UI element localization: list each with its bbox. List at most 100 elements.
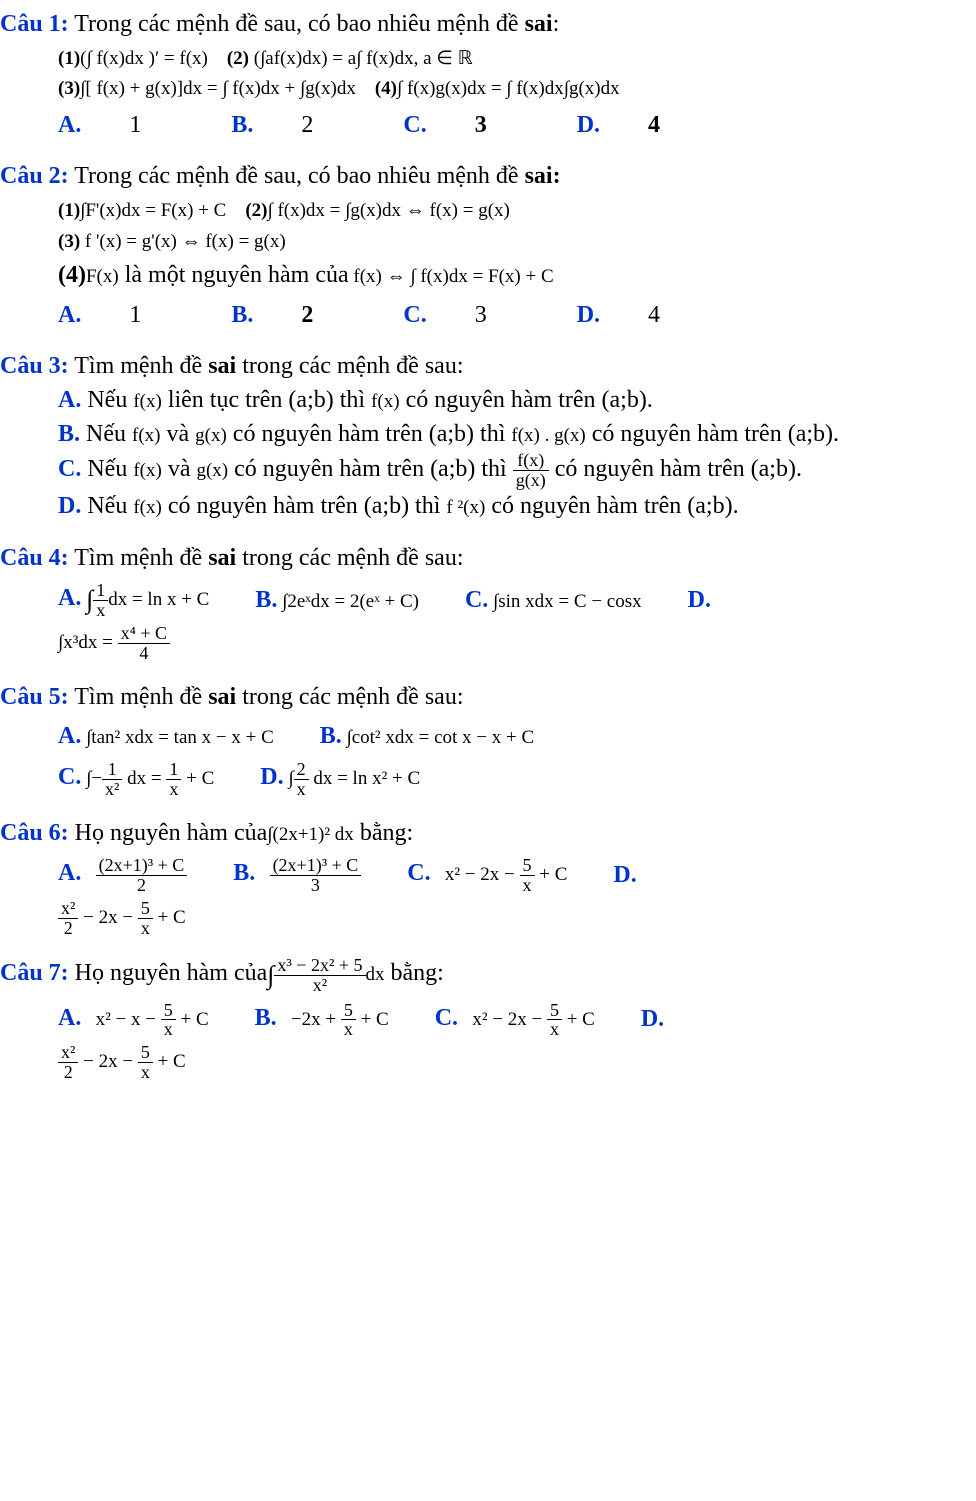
optC-label: C. [407,860,430,886]
optA-label: A. [58,302,81,328]
q3-Cgx: g(x) [196,460,228,481]
q7-D-post: − 2x − [78,1051,137,1072]
q7-B-pre: −2x + [291,1008,341,1029]
q2-optB: 2 [301,302,313,328]
q3-A1: Nếu [81,387,133,413]
question-2: Câu 2: Trong các mệnh đề sau, có bao nhi… [0,160,968,332]
q3-optC: C. Nếu f(x) và g(x) có nguyên hàm trên (… [0,451,968,490]
q6-D-d: 2 [58,919,78,938]
q7-B-fd: x [341,1020,356,1039]
q2-optD: 4 [648,302,660,328]
q6-C-post: + C [535,864,568,885]
q7-stem: Câu 7: Họ nguyên hàm của∫x³ − 2x² + 5x²d… [0,956,968,995]
q7-C-pre: x² − 2x − [472,1008,547,1029]
q1-optC: 3 [475,112,487,138]
q3-C3: có nguyên hàm trên (a;b). [549,456,802,482]
q5-label: Câu 5: [0,684,69,710]
q7-label: Câu 7: [0,960,69,986]
q6-optB: B. (2x+1)³ + C3 [233,856,361,895]
q2-p4pre: là một nguyên hàm của [119,262,349,288]
q7-optD: x²2 − 2x − 5x + C [0,1043,968,1082]
q3-B1: Nếu [80,421,132,447]
q6-B-d: 3 [270,876,362,895]
question-6: Câu 6: Họ nguyên hàm của∫(2x+1)² dx bằng… [0,817,968,938]
q6-label: Câu 6: [0,820,69,846]
q4-optC: C. ∫sin xdx = C − cosx [465,584,642,618]
q7-D-gn: 5 [138,1043,153,1063]
q1-stem: Câu 1: Trong các mệnh đề sau, có bao nhi… [0,8,968,42]
q7-A-post: + C [176,1008,209,1029]
question-3: Câu 3: Tìm mệnh đề sai trong các mệnh đề… [0,350,968,523]
q4-options: A. ∫1xdx = ln x + C B. ∫2eˣdx = 2(eˣ + C… [0,581,968,620]
q3-Dfx: f(x) [133,497,161,518]
q5-row2: C. ∫−1x² dx = 1x + C D. ∫2x dx = ln x² +… [0,760,968,799]
optB-label: B. [255,587,277,613]
q3-stem-post: trong các mệnh đề sau: [236,353,463,379]
question-4: Câu 4: Tìm mệnh đề sai trong các mệnh đề… [0,542,968,663]
q7-optC: C. x² − 2x − 5x + C [435,1001,595,1040]
q4-stem-bold: sai [208,545,236,571]
q6-D-n: x² [58,899,78,919]
optB-label: B. [231,112,253,138]
q5-optB: B. ∫cot² xdx = cot x − x + C [320,720,534,754]
marker-4: (4) [58,262,86,288]
optC-label: C. [403,302,426,328]
q3-C-frac-d: g(x) [513,471,549,490]
q3-D2: có nguyên hàm trên (a;b) thì [162,493,447,519]
q7-fn: x³ − 2x² + 5 [274,956,365,976]
q6-A-n: (2x+1)³ + C [96,856,188,876]
marker-3: (3) [58,231,80,252]
q3-A2: f(x) [133,391,161,412]
q7-dx: dx [366,964,385,985]
int-icon: ∫ [86,585,93,614]
q4-D-lhs: ∫x³dx = [58,632,118,653]
q3-Bva: và [160,421,195,447]
q5-D-fn: 2 [294,760,309,780]
marker-1: (1) [58,48,80,69]
q3-B2: có nguyên hàm trên (a;b) thì [227,421,512,447]
q2-props-1-2: (1)∫F'(x)dx = F(x) + C (2)∫ f(x)dx = ∫g(… [0,198,968,225]
question-7: Câu 7: Họ nguyên hàm của∫x³ − 2x² + 5x²d… [0,956,968,1082]
optC-label: C. [403,112,426,138]
q7-A-pre: x² − x − [96,1008,161,1029]
optC-label: C. [58,456,81,482]
q4-optB: B. ∫2eˣdx = 2(eˣ + C) [255,584,419,618]
q3-A4: f(x) [371,391,399,412]
question-1: Câu 1: Trong các mệnh đề sau, có bao nhi… [0,8,968,142]
q6-C-fd: x [520,876,535,895]
q3-stem-bold: sai [208,353,236,379]
q2-stem: Câu 2: Trong các mệnh đề sau, có bao nhi… [0,160,968,194]
q3-Bgx: g(x) [195,425,227,446]
q2-stem-bold: sai: [525,163,561,189]
q4-A-n: 1 [93,581,108,601]
optA-label: A. [58,585,81,611]
q1-props-3-4: (3)∫[ f(x) + g(x)]dx = ∫ f(x)dx + ∫g(x)d… [0,76,968,103]
optB-label: B. [231,302,253,328]
q3-Df2: f ²(x) [446,497,485,518]
q3-A5: có nguyên hàm trên (a;b). [400,387,653,413]
q2-optC: 3 [475,302,487,328]
q7-B-fn: 5 [341,1001,356,1021]
q3-D1: Nếu [81,493,133,519]
optC-label: C. [435,1004,458,1030]
q7-optD-label: D. [641,1003,664,1037]
marker-3: (3) [58,78,80,99]
q2-stem-pre: Trong các mệnh đề sau, có bao nhiêu mệnh… [69,163,525,189]
q3-Bfx: f(x) [132,425,160,446]
q6-stem-post: bằng: [354,820,413,846]
q7-optB: B. −2x + 5x + C [255,1001,389,1040]
q7-B-post: + C [356,1008,389,1029]
q7-D-end: + C [153,1051,186,1072]
q4-optD-label: D. [688,584,711,618]
optA-label: A. [58,387,81,413]
q3-D3: có nguyên hàm trên (a;b). [485,493,738,519]
q2-p3: f '(x) = g'(x) ⇔ f(x) = g(x) [85,231,286,252]
q6-optA: A. (2x+1)³ + C2 [58,856,187,895]
q4-A-d: x [93,601,108,620]
marker-2: (2) [227,48,249,69]
q1-optA: 1 [129,112,141,138]
q6-A-d: 2 [96,876,188,895]
q5-C-mid: dx = [122,768,166,789]
q7-D-gd: x [138,1063,153,1082]
q7-fd: x² [274,976,365,995]
